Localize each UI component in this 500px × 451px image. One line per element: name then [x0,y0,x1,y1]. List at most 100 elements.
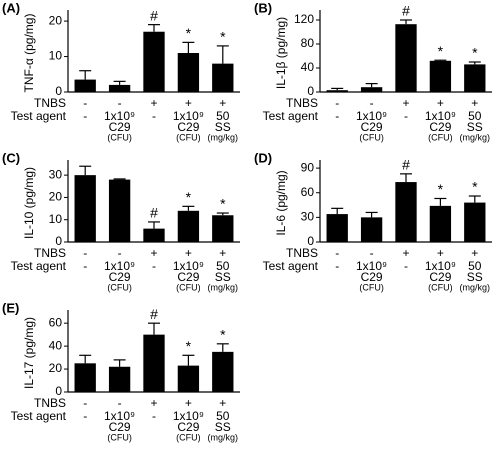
row-label: TNBS [34,246,66,260]
condition-cell: - [83,109,87,123]
condition-cell: (CFU) [107,282,132,292]
condition-cell: (CFU) [176,282,201,292]
bar [108,84,131,92]
condition-cell: (CFU) [107,132,132,142]
condition-cell: (mg/kg) [460,282,491,292]
condition-cell: (mg/kg) [460,132,491,142]
condition-cell: - [335,246,339,260]
bar [74,363,96,392]
condition-cell: C29 [177,420,199,434]
y-axis-label: IL-6 (pg/mg) [274,170,288,235]
y-axis-label: TNF-α (pg/mg) [22,14,36,93]
significance-mark: # [402,157,410,173]
condition-cell: SS [467,270,483,284]
bar [177,53,200,92]
condition-cell: C29 [361,270,383,284]
condition-cell: - [335,109,339,123]
y-tick-label: 20 [49,13,63,27]
y-tick-label: 0 [307,84,314,98]
bar [395,182,417,242]
significance-mark: # [402,3,410,19]
condition-cell: 1x10⁹ [173,109,204,123]
condition-cell: C29 [177,120,199,134]
bar [429,205,452,242]
y-tick-label: 10 [49,212,63,226]
panel-label: (E) [2,300,19,315]
condition-cell: 50 [468,109,482,123]
condition-cell: - [370,96,374,110]
y-tick-label: 60 [301,185,315,199]
condition-cell: - [83,259,87,273]
y-axis-label: IL-17 (pg/mg) [22,317,36,389]
condition-cell: + [185,246,192,260]
significance-mark: * [438,43,444,59]
significance-mark: * [220,196,226,212]
significance-mark: * [186,189,192,205]
condition-cell: - [152,109,156,123]
significance-mark: * [472,179,478,195]
row-label: Test agent [11,259,67,273]
significance-mark: * [438,181,444,197]
y-tick-label: 40 [301,60,315,74]
condition-cell: SS [467,120,483,134]
condition-cell: + [150,246,157,260]
condition-cell: - [83,409,87,423]
condition-cell: 1x10⁹ [356,109,387,123]
y-tick-label: 120 [294,12,314,26]
row-label: Test agent [263,109,319,123]
significance-mark: # [150,7,158,23]
row-label: TNBS [34,96,66,110]
y-tick-label: 0 [55,84,62,98]
panel-label: (A) [2,0,20,15]
condition-cell: - [370,246,374,260]
row-label: Test agent [263,259,319,273]
condition-cell: + [437,96,444,110]
condition-cell: + [402,96,409,110]
condition-cell: (CFU) [428,132,453,142]
condition-cell: C29 [177,270,199,284]
condition-cell: 1x10⁹ [104,259,135,273]
bar [326,90,348,92]
bar [429,60,452,92]
significance-mark: * [220,29,226,45]
condition-cell: + [471,96,478,110]
condition-cell: + [185,396,192,410]
condition-cell: 1x10⁹ [425,259,456,273]
condition-cell: (CFU) [107,432,132,442]
condition-cell: + [219,396,226,410]
condition-cell: - [83,246,87,260]
row-label: Test agent [11,109,67,123]
y-axis-label: IL-10 (pg/mg) [22,167,36,239]
condition-cell: C29 [109,120,131,134]
panel-label: (C) [2,150,20,165]
panel-label: (D) [254,150,272,165]
condition-cell: 1x10⁹ [104,409,135,423]
bar [143,31,165,92]
condition-cell: SS [215,120,231,134]
condition-cell: + [219,96,226,110]
condition-cell: 1x10⁹ [104,109,135,123]
condition-cell: - [152,259,156,273]
condition-cell: (mg/kg) [208,282,239,292]
y-tick-label: 80 [301,36,315,50]
condition-cell: - [83,96,87,110]
row-label: TNBS [286,96,318,110]
condition-cell: - [118,396,122,410]
bar [360,217,383,242]
y-tick-label: 0 [307,234,314,248]
condition-cell: C29 [109,420,131,434]
condition-cell: - [83,396,87,410]
condition-cell: (CFU) [176,132,201,142]
bar [177,365,200,392]
y-tick-label: 90 [301,160,315,174]
condition-cell: (CFU) [359,282,384,292]
condition-cell: - [118,96,122,110]
y-tick-label: 20 [49,361,63,375]
y-axis-label: IL-1β (pg/mg) [274,17,288,89]
significance-mark: * [186,25,192,41]
row-label: Test agent [11,409,67,423]
y-tick-label: 30 [49,167,63,181]
bar [360,87,383,92]
significance-mark: * [220,327,226,343]
condition-cell: 50 [216,409,230,423]
